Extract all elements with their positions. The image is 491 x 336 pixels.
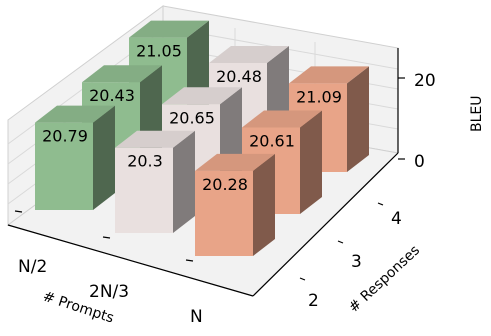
x-tick-labels: N/2 2N/3 N <box>18 257 203 327</box>
y-tick-label: 3 <box>351 252 362 272</box>
bar-side-face <box>253 153 275 256</box>
bar-value-label: 21.05 <box>136 42 182 61</box>
bar-value-label: 21.09 <box>296 87 342 106</box>
bar-value-label: 20.3 <box>127 152 163 171</box>
bar-side-face <box>93 105 115 210</box>
x-tick-label: N <box>190 307 203 327</box>
bar: 20.28 <box>195 153 275 256</box>
bar-value-label: 20.43 <box>89 86 135 105</box>
z-tick-label: 20 <box>414 71 436 91</box>
bar-front-face <box>115 147 173 233</box>
bar-value-label: 20.48 <box>216 67 262 86</box>
chart-axes <box>7 48 405 297</box>
x-tick-label: 2N/3 <box>89 282 129 302</box>
bar-side-face <box>173 130 195 233</box>
bar-top-face <box>35 105 115 123</box>
x-tick-label: N/2 <box>18 257 47 277</box>
bar-top-face <box>82 65 162 83</box>
bar-top-face <box>115 130 195 148</box>
z-axis-label: BLEU <box>469 96 485 133</box>
bar-side-face <box>347 66 369 172</box>
bar-top-face <box>195 153 275 171</box>
bar-value-label: 20.79 <box>42 127 88 146</box>
y-tick-label: 2 <box>308 291 319 311</box>
z-tick-labels: 0 20 <box>414 71 436 172</box>
bar-top-face <box>162 87 242 105</box>
bar-front-face <box>195 170 253 256</box>
bar-top-face <box>129 20 209 38</box>
bar-side-face <box>300 110 322 214</box>
y-tick-label: 4 <box>391 209 402 229</box>
bar-top-face <box>242 110 322 128</box>
y-tick-labels: 2 3 4 <box>308 209 402 311</box>
bar-value-label: 20.61 <box>249 131 295 150</box>
bar: 20.3 <box>115 130 195 233</box>
bar-value-label: 20.28 <box>202 175 248 194</box>
bar-front-face <box>35 122 93 210</box>
bar-value-label: 20.65 <box>169 108 215 127</box>
bar-top-face <box>209 45 289 63</box>
x-axis-line <box>7 224 254 297</box>
y-axis-line <box>252 152 399 297</box>
bar-top-face <box>289 66 369 84</box>
z-tick-label: 0 <box>414 152 425 172</box>
bars: 21.05 20.48 21.09 20.43 20.65 20.61 20.79 20.3 2… <box>35 20 369 256</box>
bar: 20.79 <box>35 105 115 210</box>
